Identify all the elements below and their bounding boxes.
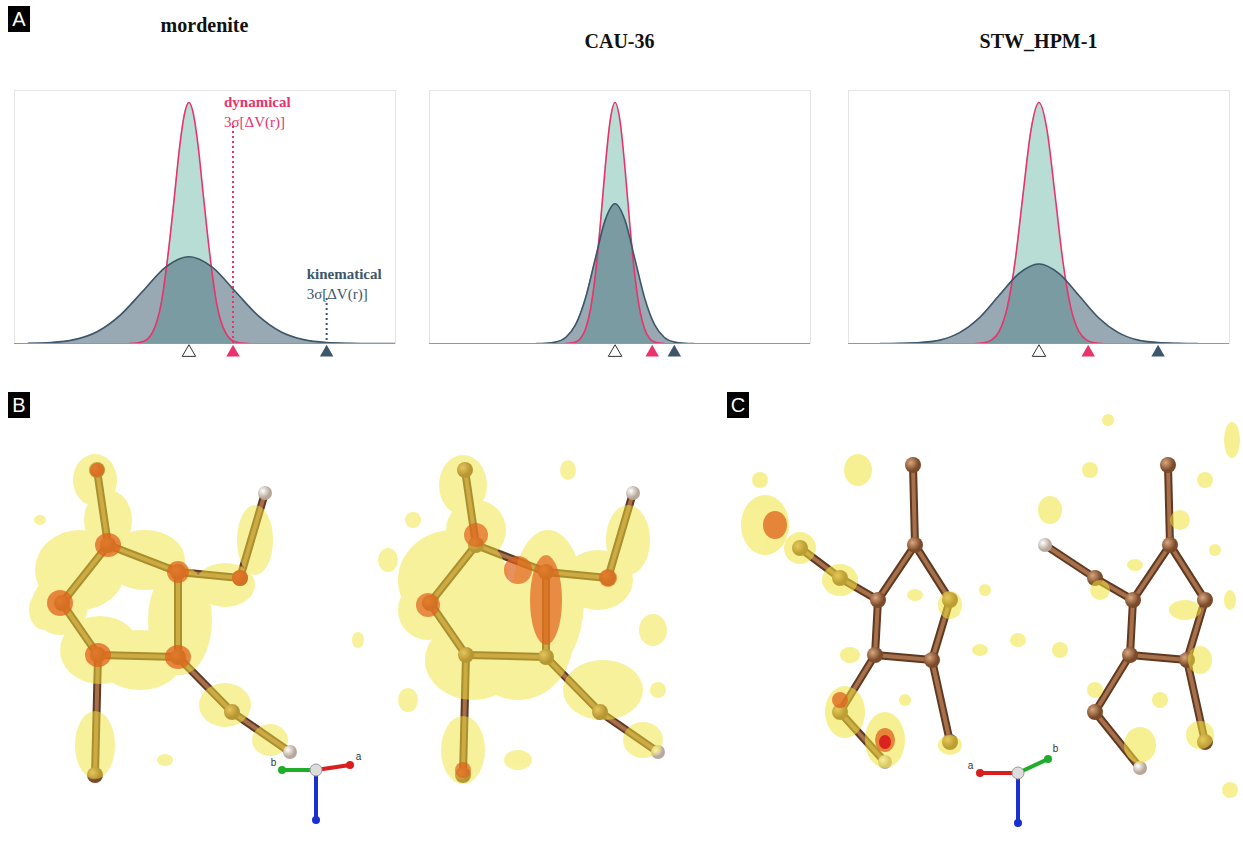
svg-text:3σ[ΔV(r)]: 3σ[ΔV(r)] bbox=[224, 114, 285, 131]
html-text:C: C bbox=[730, 394, 746, 416]
svg-text:kinematical: kinematical bbox=[307, 266, 382, 282]
svg-text:a: a bbox=[356, 751, 362, 762]
html-text:CAU-36: CAU-36 bbox=[584, 30, 655, 52]
html-text:mordenite: mordenite bbox=[160, 14, 249, 36]
html-text:STW_HPM-1: STW_HPM-1 bbox=[979, 30, 1098, 52]
svg-text:a: a bbox=[968, 760, 974, 771]
html-text:B: B bbox=[12, 394, 26, 416]
svg-text:b: b bbox=[271, 757, 277, 768]
svg-text:b: b bbox=[1053, 743, 1059, 754]
html-text:A: A bbox=[12, 8, 26, 30]
svg-text:dynamical: dynamical bbox=[224, 94, 291, 110]
svg-text:3σ[ΔV(r)]: 3σ[ΔV(r)] bbox=[307, 286, 368, 303]
